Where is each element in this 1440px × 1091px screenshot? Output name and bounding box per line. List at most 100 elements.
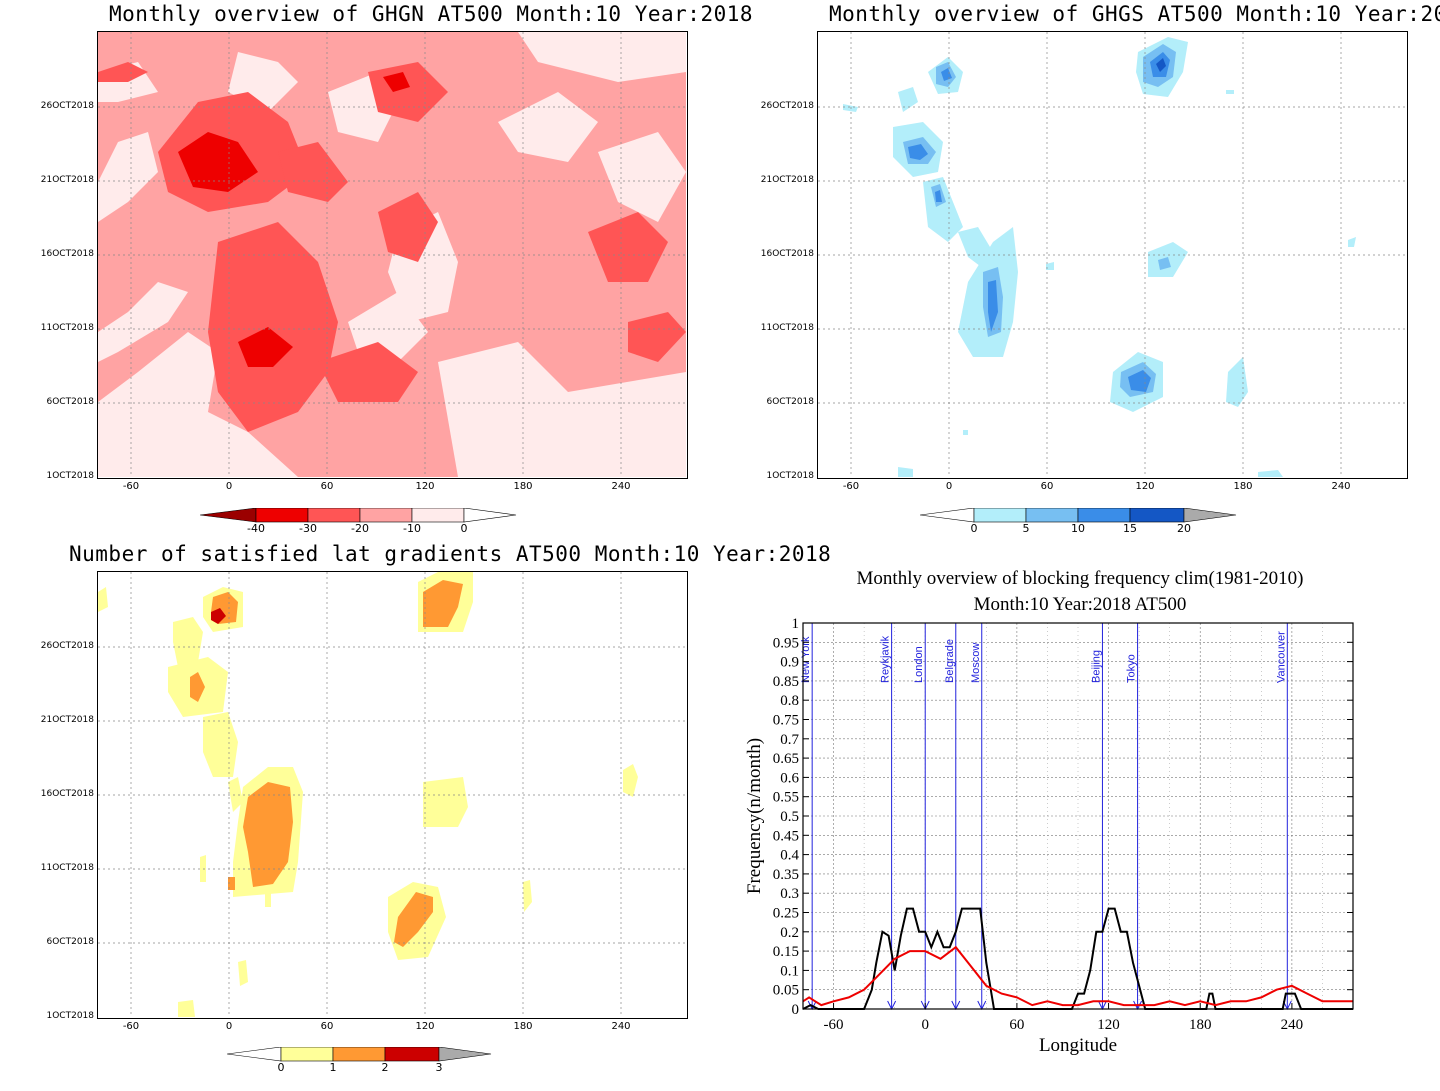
lat-xtick: 180 [513,1021,533,1032]
ghgn-cb-tick: -10 [403,522,421,535]
freq-ytick-label: 0.3 [780,886,799,902]
freq-ytick-label: 0.6 [780,770,799,786]
ghgn-ytick: 16OCT2018 [40,249,94,259]
freq-ytick-label: 0 [792,1002,800,1018]
freq-ytick-label: 1 [792,616,800,632]
freq-ytick-label: 0.7 [780,732,799,748]
ghgn-xtick: -60 [122,481,140,492]
lat-cb-tick: 2 [381,1061,389,1074]
ghgs-xtick: 0 [945,481,953,492]
freq-ytick-label: 0.75 [773,713,799,729]
ghgs-xtick: -60 [842,481,860,492]
freq-city-label: Belgrade [944,639,956,683]
freq-ylabel: Frequency(n/month) [744,738,765,894]
freq-ytick-label: 0.5 [780,809,799,825]
ghgn-grid [98,32,686,477]
lat-xtick: -60 [122,1021,140,1032]
lat-level2-areas [190,580,463,947]
freq-xtick-label: 240 [1281,1017,1304,1033]
ghgs-ytick: 21OCT2018 [760,175,814,185]
lat-ytick: 16OCT2018 [40,789,94,799]
freq-xtick-label: -60 [824,1017,844,1033]
ghgs-grid [818,32,1406,477]
ghgs-dark-areas [908,52,1170,392]
freq-ytick-label: 0.15 [773,944,799,960]
ghgn-xtick: 60 [320,481,334,492]
ghgn-cb-tick: -30 [299,522,317,535]
lat-colorbar [227,1047,492,1062]
ghgn-ytick: 1OCT2018 [46,471,95,481]
ghgn-colorbar [200,508,517,523]
lat-ytick: 1OCT2018 [46,1011,95,1021]
freq-ytick-label: 0.65 [773,751,799,767]
lat-xtick: 120 [415,1021,435,1032]
freq-xlabel: Longitude [1039,1035,1117,1056]
freq-ytick-label: 0.95 [773,635,799,651]
freq-frame [802,622,1354,1010]
ghgs-cb-tick: 10 [1071,522,1085,535]
ghgn-ytick: 21OCT2018 [40,175,94,185]
lat-cb-tick: 3 [435,1061,443,1074]
freq-ytick-label: 0.85 [773,674,799,690]
lat-cb-tick: 0 [277,1061,285,1074]
freq-ytick-label: 0.45 [773,828,799,844]
ghgs-cb-tick: 5 [1022,522,1030,535]
lat-xtick: 0 [225,1021,233,1032]
lat-level3-areas [211,608,226,624]
ghgs-ytick: 6OCT2018 [766,397,815,407]
freq-ytick-label: 0.1 [780,963,799,979]
freq-chart: New York Reykjavik London Belgrade Moscow Bei… [744,616,1354,1056]
freq-ytick-label: 0.9 [780,655,799,671]
ghgn-title: Monthly overview of GHGN AT500 Month:10 … [109,2,754,26]
lat-ytick: 11OCT2018 [40,863,94,873]
ghgs-darkest-areas [1156,58,1166,72]
ghgs-xtick: 240 [1331,481,1351,492]
freq-city-label: Moscow [970,643,982,683]
freq-axes: 0 0.05 0.1 0.15 0.2 0.25 0.3 0.35 0.4 0.45 0.5 0.55… [744,616,1354,1056]
freq-ytick-label: 0.25 [773,906,799,922]
lat-xtick: 60 [320,1021,334,1032]
ghgs-ytick: 16OCT2018 [760,249,814,259]
ghgn-plot [97,31,688,479]
ghgn-ytick: 26OCT2018 [40,101,94,111]
freq-city-label: Beijing [1090,650,1102,683]
freq-grid [803,623,1353,1009]
ghgs-plot [817,31,1408,479]
freq-ytick-label: 0.35 [773,867,799,883]
ghgs-cb-tick: 15 [1123,522,1137,535]
freq-city-label: London [913,646,925,683]
freq-city-label: Reykjavik [880,635,892,683]
freq-series-climatology [802,945,1353,1007]
freq-city-label: Tokyo [1126,654,1138,683]
freq-xtick-label: 60 [1009,1017,1024,1033]
freq-ytick-label: 0.8 [780,693,799,709]
ghgs-xtick: 120 [1135,481,1155,492]
freq-title: Monthly overview of blocking frequency c… [856,568,1304,589]
ghgn-ytick: 6OCT2018 [46,397,95,407]
ghgn-xtick: 0 [225,481,233,492]
ghgn-xtick: 180 [513,481,533,492]
ghgn-cb-tick: -20 [351,522,369,535]
ghgs-xtick: 60 [1040,481,1054,492]
ghgs-ytick: 1OCT2018 [766,471,815,481]
ghgn-strong-areas [178,72,410,367]
ghgn-cb-tick: 0 [460,522,468,535]
ghgs-title: Monthly overview of GHGS AT500 Month:10 … [829,2,1440,26]
lat-plot [97,571,688,1019]
ghgs-xtick: 180 [1233,481,1253,492]
ghgs-ytick: 11OCT2018 [760,323,814,333]
freq-ytick-label: 0.05 [773,983,799,999]
ghgs-colorbar [920,508,1237,523]
lat-title: Number of satisfied lat gradients AT500 … [69,542,832,566]
ghgs-cb-tick: 20 [1177,522,1191,535]
freq-subtitle: Month:10 Year:2018 AT500 [973,594,1187,615]
lat-ytick: 26OCT2018 [40,641,94,651]
lat-xtick: 240 [611,1021,631,1032]
ghgn-field [98,32,686,477]
freq-ytick-label: 0.4 [780,848,799,864]
freq-xtick-label: 0 [921,1017,929,1033]
freq-city-label: Vancouver [1275,631,1287,683]
lat-cb-tick: 1 [329,1061,337,1074]
lat-field [98,572,638,1017]
ghgs-cb-tick: 0 [970,522,978,535]
